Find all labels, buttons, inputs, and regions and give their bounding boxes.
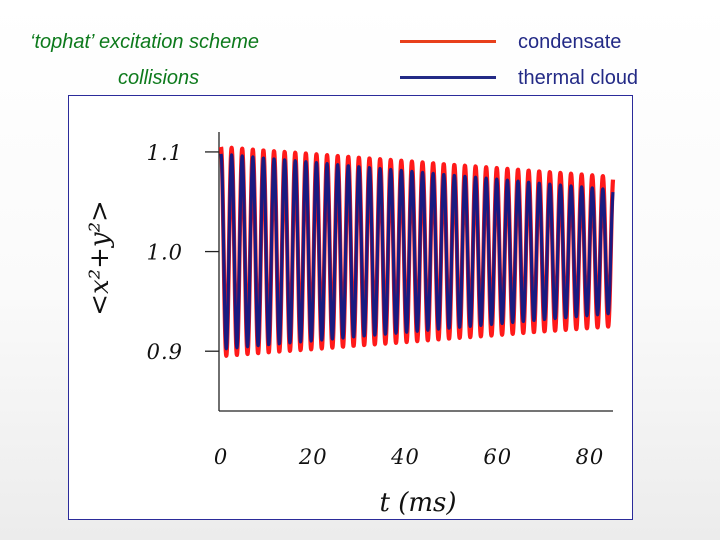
legend-label-condensate: condensate xyxy=(518,31,622,53)
excitation-scheme-label: ‘tophat’ excitation scheme xyxy=(30,31,260,53)
legend-swatch-thermal-cloud xyxy=(400,76,496,79)
y-tick-label: 1.0 xyxy=(147,241,183,265)
x-tick-label: 20 xyxy=(298,445,328,469)
series-line-thermal-cloud xyxy=(219,153,615,351)
x-tick-label: 40 xyxy=(390,445,420,469)
legend-swatch-condensate xyxy=(400,40,496,43)
y-axis-title: <x²+y²> xyxy=(85,200,115,316)
collisions-label: collisions xyxy=(118,67,200,89)
x-axis-title: t (ms) xyxy=(380,488,457,518)
x-tick-label: 60 xyxy=(483,445,512,469)
y-tick-label: 0.9 xyxy=(147,340,183,364)
x-tick-label: 0 xyxy=(214,445,228,469)
legend-label-thermal-cloud: thermal cloud xyxy=(518,67,639,89)
y-tick-label: 1.1 xyxy=(147,141,183,165)
x-tick-label: 80 xyxy=(576,445,605,469)
